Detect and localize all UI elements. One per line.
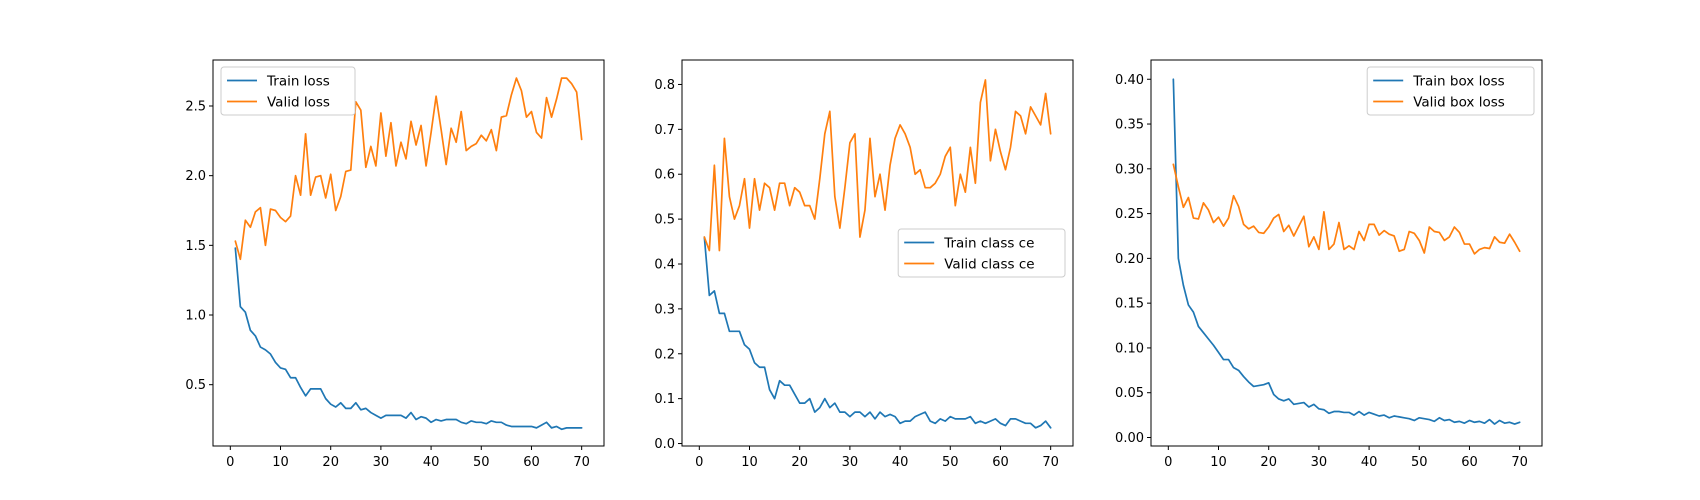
x-tick-label: 10 [272,455,289,470]
series-line-2-1 [703,236,1052,429]
legend-entry: Valid box loss [1413,95,1505,111]
y-tick-label: 0.05 [1115,386,1144,401]
legend-entry: Valid loss [267,95,330,111]
x-tick-label: 30 [373,455,390,470]
x-tick-label: 20 [1260,455,1277,470]
y-tick-label: 0.10 [1115,341,1144,356]
y-tick-label: 0.20 [1115,252,1144,267]
y-tick-label: 2.5 [185,99,206,114]
legend: Train class ce Valid class ce [897,228,1066,278]
legend-entry: Train box loss [1412,74,1504,90]
y-tick-label: 1.0 [185,309,206,324]
y-tick-label: 0.30 [1115,162,1144,177]
y-tick-label: 0.4 [654,257,675,272]
y-tick-label: 0.25 [1115,207,1144,222]
x-tick-label: 0 [1164,455,1172,470]
legend-entry: Valid class ce [944,257,1034,273]
x-tick-label: 50 [473,455,490,470]
x-tick-label: 20 [791,455,808,470]
x-tick-label: 60 [1461,455,1478,470]
x-tick-label: 60 [523,455,540,470]
legend-entry: Train loss [266,74,330,90]
charts-layer: 0 10 20 30 40 50 60 70 0.5 1.0 1.5 2.0 2.5 Train loss… [185,59,1543,470]
legend-entry: Train class ce [943,236,1034,252]
x-tick-label: 70 [1042,455,1059,470]
x-tick-label: 40 [1361,455,1378,470]
series-line-1-1 [234,247,583,431]
x-tick-label: 30 [1311,455,1328,470]
series-line-2-2 [703,79,1052,252]
legend: Train loss Valid loss [220,66,356,116]
series-line-3-2 [1172,163,1521,255]
y-tick-label: 0.5 [654,213,675,228]
axes-frame [212,59,605,447]
chart-panel-1: 0 10 20 30 40 50 60 70 0.5 1.0 1.5 2.0 2.5 Train loss… [185,59,605,470]
y-tick-label: 0.2 [654,347,675,362]
chart-panel-2: 0 10 20 30 40 50 60 70 0.0 0.1 0.2 0.3 0.4 0.5 0.6 0.7 0… [654,59,1074,470]
axes-frame [1150,59,1543,447]
x-tick-label: 10 [741,455,758,470]
y-tick-label: 0.00 [1115,431,1144,446]
axes-frame [681,59,1074,447]
y-tick-label: 0.40 [1115,73,1144,88]
x-tick-label: 40 [892,455,909,470]
x-tick-label: 20 [322,455,339,470]
x-tick-label: 70 [573,455,590,470]
y-tick-label: 0.8 [654,78,675,93]
y-tick-label: 0.7 [654,123,675,138]
legend: Train box loss Valid box loss [1366,66,1535,116]
y-tick-label: 0.5 [185,378,206,393]
y-tick-label: 0.0 [654,437,675,452]
y-tick-label: 0.15 [1115,297,1144,312]
series-line-3-1 [1172,78,1521,425]
x-tick-label: 30 [842,455,859,470]
legend-frame [897,228,1066,278]
y-tick-label: 0.35 [1115,118,1144,133]
y-tick-label: 0.1 [654,392,675,407]
series-line-1-2 [234,77,583,261]
x-tick-label: 0 [226,455,234,470]
x-tick-label: 50 [1411,455,1428,470]
legend-frame [1366,66,1535,116]
y-tick-label: 0.3 [654,302,675,317]
x-tick-label: 10 [1210,455,1227,470]
y-tick-label: 1.5 [185,239,206,254]
y-tick-label: 0.6 [654,168,675,183]
x-tick-label: 40 [423,455,440,470]
x-tick-label: 70 [1511,455,1528,470]
x-tick-label: 50 [942,455,959,470]
legend-frame [220,66,356,116]
chart-panel-3: 0 10 20 30 40 50 60 70 0.00 0.05 0.10 0.15 0.20 0.25 0… [1115,59,1543,470]
x-tick-label: 0 [695,455,703,470]
x-tick-label: 60 [992,455,1009,470]
y-tick-label: 2.0 [185,169,206,184]
